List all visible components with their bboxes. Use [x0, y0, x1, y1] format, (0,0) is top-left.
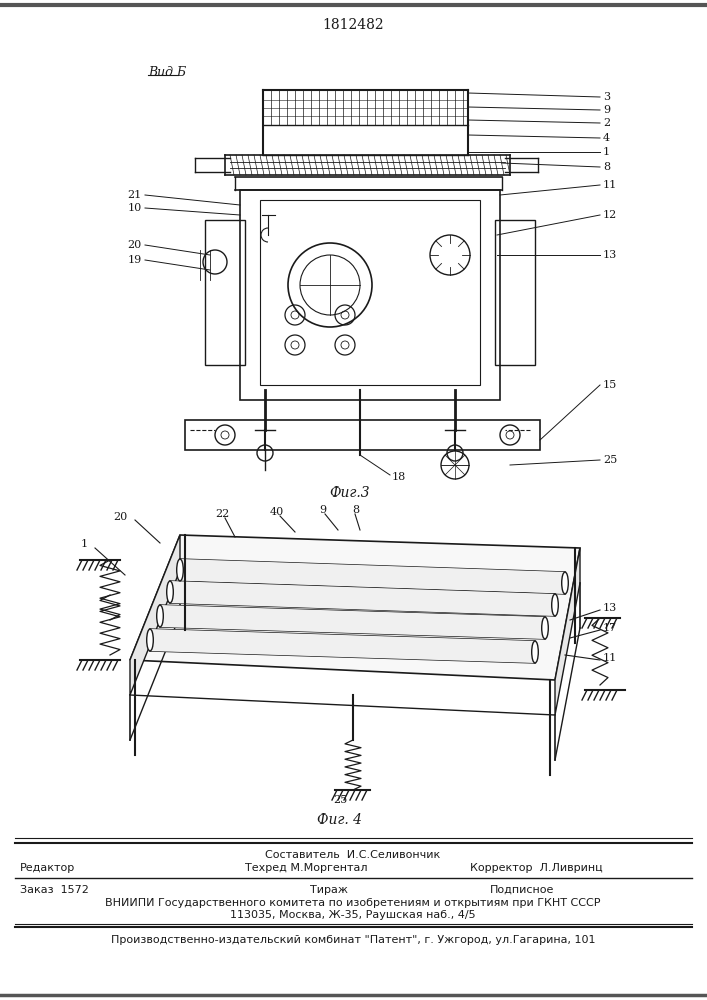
Text: 13: 13: [603, 603, 617, 613]
Polygon shape: [170, 581, 555, 616]
Text: 1: 1: [603, 147, 610, 157]
Text: 15: 15: [603, 380, 617, 390]
Text: 4: 4: [603, 133, 610, 143]
Text: 11: 11: [603, 180, 617, 190]
Text: 18: 18: [392, 472, 407, 482]
Text: 20: 20: [128, 240, 142, 250]
Text: Заказ  1572: Заказ 1572: [20, 885, 89, 895]
Ellipse shape: [157, 605, 163, 627]
Text: 1812482: 1812482: [322, 18, 384, 32]
Text: Подписное: Подписное: [490, 885, 554, 895]
Polygon shape: [130, 535, 580, 680]
Text: 3: 3: [603, 92, 610, 102]
Polygon shape: [160, 605, 545, 639]
Text: 11: 11: [603, 653, 617, 663]
Bar: [240, 190, 500, 400]
Bar: [205, 220, 245, 365]
Polygon shape: [180, 559, 565, 594]
Text: ВНИИПИ Государственного комитета по изобретениям и открытиям при ГКНТ СССР: ВНИИПИ Государственного комитета по изоб…: [105, 898, 601, 908]
Polygon shape: [555, 548, 580, 715]
Text: 10: 10: [128, 203, 142, 213]
Ellipse shape: [532, 641, 538, 663]
Text: 22: 22: [215, 509, 229, 519]
Text: 12: 12: [603, 210, 617, 220]
Polygon shape: [150, 629, 535, 663]
Text: Редактор: Редактор: [20, 863, 75, 873]
Ellipse shape: [542, 617, 549, 639]
Text: 9: 9: [603, 105, 610, 115]
Text: Производственно-издательский комбинат "Патент", г. Ужгород, ул.Гагарина, 101: Производственно-издательский комбинат "П…: [111, 935, 595, 945]
Text: Корректор  Л.Ливринц: Корректор Л.Ливринц: [470, 863, 602, 873]
Text: 21: 21: [128, 190, 142, 200]
Text: 17: 17: [603, 623, 617, 633]
Ellipse shape: [177, 559, 183, 581]
Bar: [185, 420, 540, 450]
Text: 25: 25: [603, 455, 617, 465]
Text: Фиг. 4: Фиг. 4: [317, 813, 363, 827]
Text: Составитель  И.С.Селивончик: Составитель И.С.Селивончик: [265, 850, 440, 860]
Ellipse shape: [551, 594, 559, 616]
Text: 2: 2: [603, 118, 610, 128]
Ellipse shape: [146, 629, 153, 651]
Bar: [260, 200, 480, 385]
Text: 8: 8: [352, 505, 360, 515]
Text: 20: 20: [114, 512, 128, 522]
Text: Вид Б: Вид Б: [148, 66, 186, 79]
Text: 113035, Москва, Ж-35, Раушская наб., 4/5: 113035, Москва, Ж-35, Раушская наб., 4/5: [230, 910, 476, 920]
Text: Тираж: Тираж: [310, 885, 348, 895]
Bar: [495, 220, 535, 365]
Text: 40: 40: [270, 507, 284, 517]
Polygon shape: [130, 535, 180, 695]
Ellipse shape: [167, 581, 173, 603]
Text: 19: 19: [128, 255, 142, 265]
Text: 9: 9: [320, 505, 327, 515]
Ellipse shape: [561, 572, 568, 594]
Text: 1: 1: [81, 539, 88, 549]
Text: Техред М.Моргентал: Техред М.Моргентал: [245, 863, 368, 873]
Text: Фиг.3: Фиг.3: [329, 486, 370, 500]
Text: 25: 25: [333, 795, 347, 805]
Text: 8: 8: [603, 162, 610, 172]
Text: 13: 13: [603, 250, 617, 260]
